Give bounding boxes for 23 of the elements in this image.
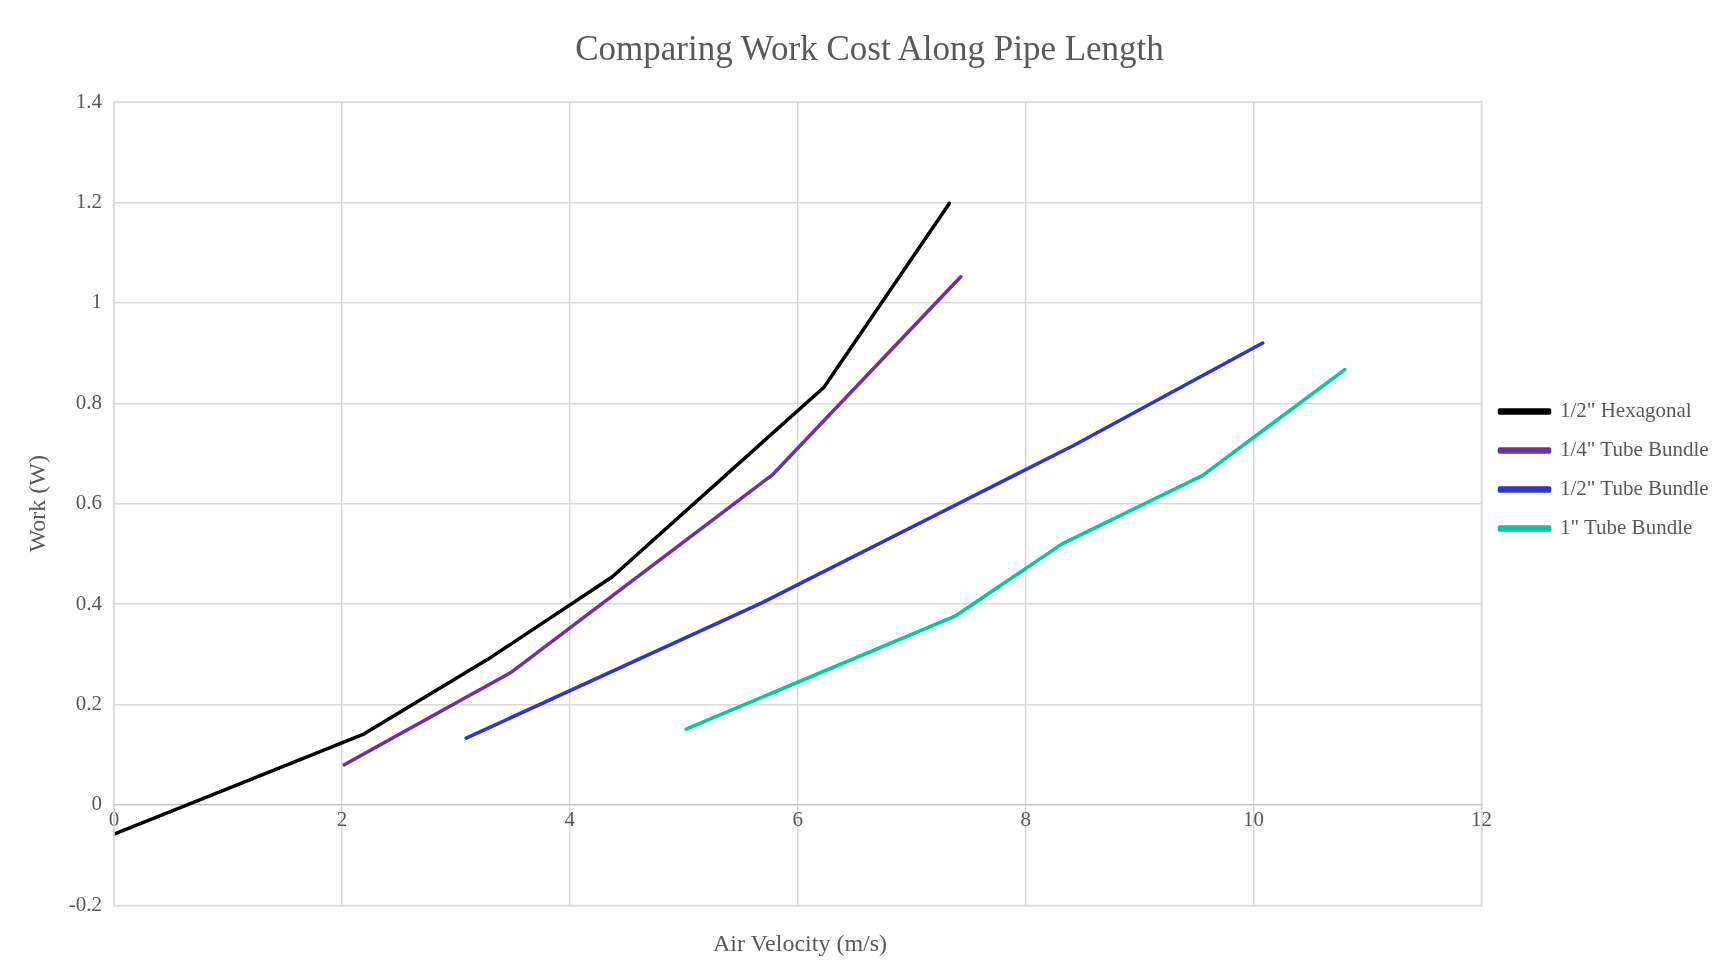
y-tick-label: 0.2: [75, 691, 103, 716]
y-tick-label: 0: [91, 791, 103, 816]
y-tick-label: 0.4: [75, 590, 103, 615]
y-tick-label: 0.6: [75, 490, 103, 515]
legend-label: 1/4" Tube Bundle: [1560, 437, 1709, 462]
x-axis-title: Air Velocity (m/s): [711, 930, 889, 957]
x-tick-label: 8: [1020, 807, 1031, 832]
legend-label: 1/2" Tube Bundle: [1560, 476, 1709, 501]
chart-title: Comparing Work Cost Along Pipe Length: [575, 29, 1165, 69]
y-tick-label: 1.2: [75, 188, 103, 213]
x-tick-label: 10: [1243, 807, 1265, 832]
legend-label: 1" Tube Bundle: [1560, 515, 1693, 540]
y-tick-label: 1.4: [75, 88, 103, 113]
x-tick-label: 2: [336, 807, 348, 832]
y-tick-label: 1: [91, 289, 103, 314]
x-tick-label: 4: [564, 807, 576, 832]
x-tick-label: 12: [1471, 807, 1493, 832]
y-tick-label: -0.2: [68, 891, 103, 916]
y-axis-title: Work (W): [23, 455, 50, 553]
y-tick-label: 0.8: [75, 389, 103, 414]
x-tick-label: 0: [108, 807, 120, 832]
legend-label: 1/2" Hexagonal: [1560, 398, 1692, 423]
x-tick-label: 6: [792, 807, 804, 832]
